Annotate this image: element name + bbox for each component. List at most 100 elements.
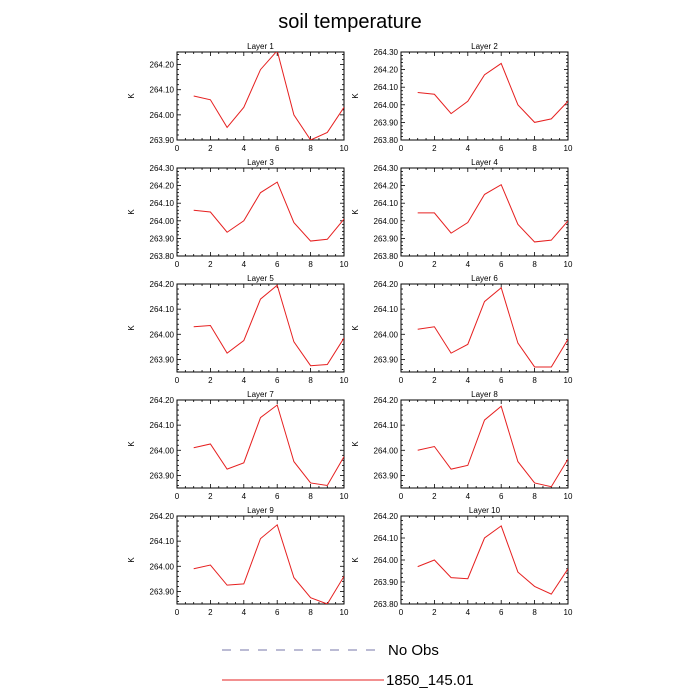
y-axis-label: K <box>127 325 136 331</box>
y-tick-label: 263.90 <box>150 234 175 243</box>
y-tick-label: 264.20 <box>374 280 399 289</box>
panel-title: Layer 3 <box>247 158 274 167</box>
y-tick-label: 263.80 <box>374 600 399 609</box>
chart-title: soil temperature <box>278 11 421 33</box>
series-line <box>417 184 568 243</box>
y-tick-label: 263.90 <box>374 578 399 587</box>
y-tick-label: 263.90 <box>374 234 399 243</box>
x-tick-label: 8 <box>532 376 537 385</box>
series-line <box>193 523 344 604</box>
series-line <box>417 405 568 488</box>
x-tick-label: 2 <box>208 144 213 153</box>
panel-layer-9: Layer 9 0 2 4 6 8 10 263.90 264.00 264.10 264.20 K <box>127 506 349 617</box>
x-tick-label: 0 <box>399 492 404 501</box>
y-tick-label: 264.20 <box>374 512 399 521</box>
y-tick-label: 264.00 <box>150 446 175 455</box>
x-tick-label: 2 <box>432 608 437 617</box>
panel-layer-7: Layer 7 0 2 4 6 8 10 263.90 264.00 264.10 264.20 K <box>127 390 349 501</box>
y-tick-label: 264.20 <box>150 396 175 405</box>
x-tick-label: 6 <box>275 376 280 385</box>
x-tick-label: 6 <box>499 608 504 617</box>
y-tick-label: 264.20 <box>374 182 399 191</box>
y-axis-label: K <box>351 441 360 447</box>
y-tick-label: 264.20 <box>150 61 175 70</box>
legend-run-label: 1850_145.01 <box>386 672 474 689</box>
panel-layer-3: Layer 3 0 2 4 6 8 10 263.80 263.90 264.00 264.10 26… <box>127 158 349 269</box>
x-tick-label: 8 <box>308 608 313 617</box>
x-tick-label: 2 <box>208 608 213 617</box>
y-tick-label: 264.00 <box>374 101 399 110</box>
x-tick-label: 2 <box>432 260 437 269</box>
plot-frame <box>176 399 345 489</box>
x-tick-label: 6 <box>499 260 504 269</box>
y-tick-label: 264.20 <box>150 182 175 191</box>
x-tick-label: 8 <box>308 492 313 501</box>
y-axis-label: K <box>127 557 136 563</box>
y-tick-label: 264.10 <box>374 305 399 314</box>
x-tick-label: 8 <box>532 608 537 617</box>
x-tick-label: 10 <box>564 608 573 617</box>
x-tick-label: 8 <box>532 260 537 269</box>
panel-title: Layer 5 <box>247 274 274 283</box>
panel-layer-1: Layer 1 0 2 4 6 8 10 263.90 264.00 264.10 264.20 K <box>127 42 349 153</box>
plot-frame <box>176 167 345 257</box>
panel-layer-8: Layer 8 0 2 4 6 8 10 263.90 264.00 264.10 264.20 K <box>351 390 573 501</box>
x-tick-label: 4 <box>466 376 471 385</box>
y-tick-label: 264.20 <box>374 396 399 405</box>
y-tick-label: 263.90 <box>150 471 175 480</box>
legend-no-obs-label: No Obs <box>388 642 439 659</box>
y-axis-label: K <box>127 93 136 99</box>
panel-title: Layer 8 <box>471 390 498 399</box>
x-tick-label: 10 <box>564 492 573 501</box>
x-tick-label: 8 <box>308 144 313 153</box>
x-tick-label: 8 <box>308 260 313 269</box>
y-tick-label: 263.90 <box>150 136 175 145</box>
x-tick-label: 10 <box>340 260 349 269</box>
y-tick-label: 264.10 <box>150 199 175 208</box>
plot-frame <box>400 399 569 489</box>
y-tick-label: 264.10 <box>150 305 175 314</box>
x-tick-label: 0 <box>175 608 180 617</box>
x-tick-label: 0 <box>399 376 404 385</box>
panel-title: Layer 7 <box>247 390 274 399</box>
x-tick-label: 10 <box>340 492 349 501</box>
x-tick-label: 8 <box>308 376 313 385</box>
y-tick-label: 264.00 <box>374 330 399 339</box>
x-tick-label: 6 <box>499 492 504 501</box>
y-tick-label: 264.10 <box>150 421 175 430</box>
y-axis-label: K <box>127 209 136 215</box>
y-axis-label: K <box>351 209 360 215</box>
plot-frame <box>176 51 345 141</box>
x-tick-label: 6 <box>275 260 280 269</box>
x-tick-label: 0 <box>175 376 180 385</box>
panel-title: Layer 10 <box>469 506 501 515</box>
series-line <box>193 181 344 242</box>
x-tick-label: 10 <box>340 144 349 153</box>
y-tick-label: 264.00 <box>374 556 399 565</box>
x-tick-label: 2 <box>208 376 213 385</box>
x-tick-label: 4 <box>242 260 247 269</box>
plot-frame <box>176 515 345 605</box>
series-line <box>417 525 568 595</box>
y-tick-label: 264.30 <box>374 48 399 57</box>
plot-frame <box>400 167 569 257</box>
legend: No Obs 1850_145.01 <box>222 642 474 689</box>
series-line <box>417 62 568 123</box>
y-tick-label: 263.90 <box>150 587 175 596</box>
x-tick-label: 10 <box>340 376 349 385</box>
y-tick-label: 264.20 <box>374 66 399 75</box>
y-tick-label: 264.30 <box>374 164 399 173</box>
y-tick-label: 264.00 <box>374 446 399 455</box>
series-line <box>193 284 344 367</box>
x-tick-label: 4 <box>466 260 471 269</box>
x-tick-label: 2 <box>432 492 437 501</box>
x-tick-label: 2 <box>432 376 437 385</box>
y-axis-label: K <box>351 93 360 99</box>
y-tick-label: 264.10 <box>374 421 399 430</box>
y-tick-label: 264.10 <box>150 537 175 546</box>
x-tick-label: 10 <box>564 144 573 153</box>
x-tick-label: 4 <box>242 144 247 153</box>
x-tick-label: 6 <box>499 376 504 385</box>
y-tick-label: 264.10 <box>150 86 175 95</box>
x-tick-label: 4 <box>466 608 471 617</box>
